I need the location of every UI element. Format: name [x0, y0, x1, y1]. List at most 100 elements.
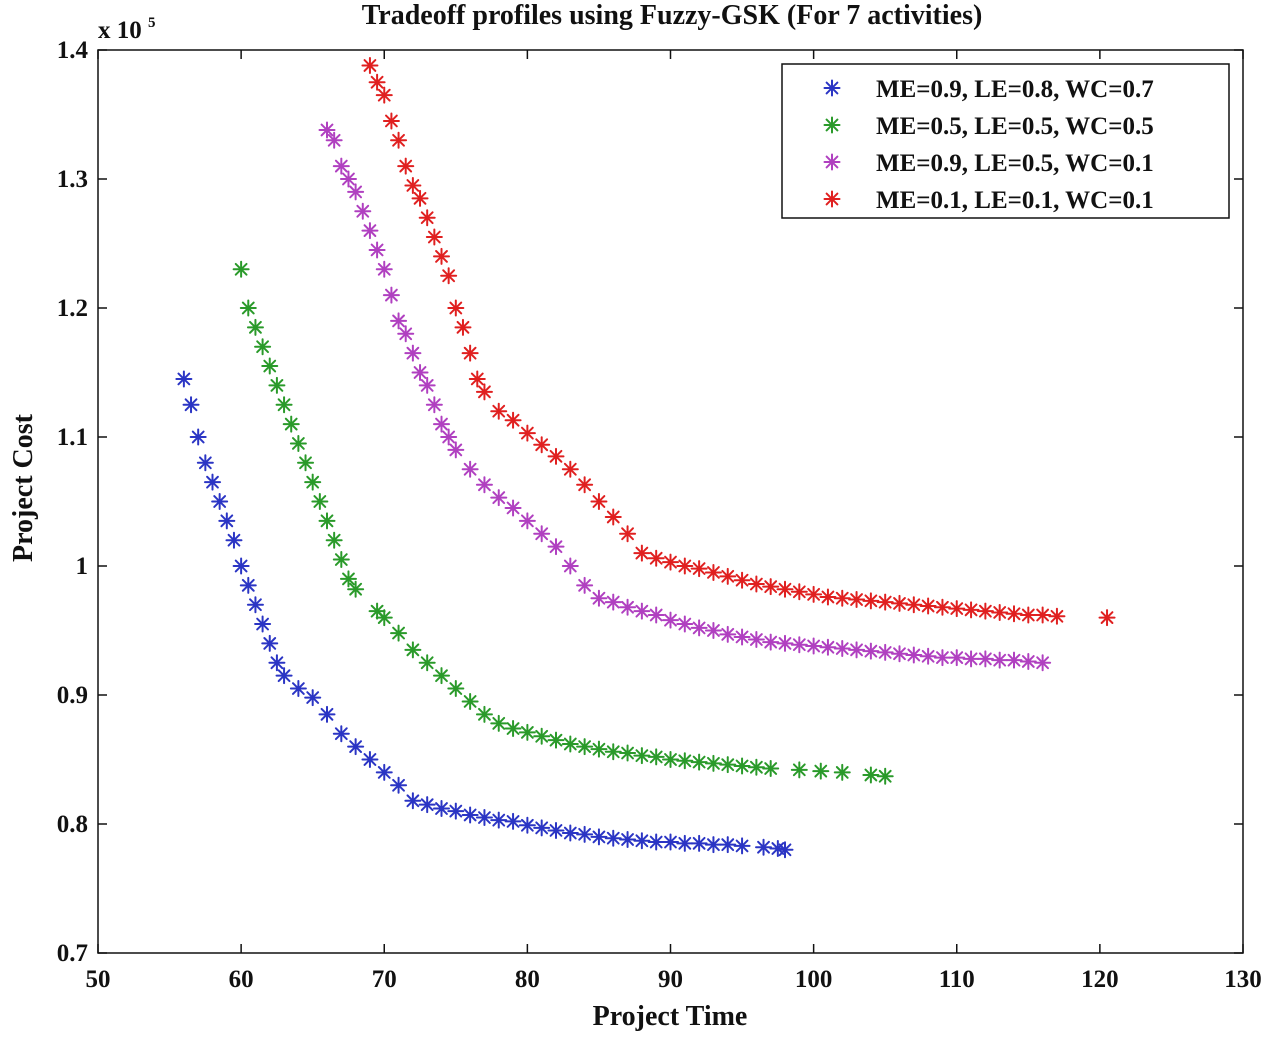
x-tick-label: 50: [86, 966, 111, 993]
legend-label: ME=0.9, LE=0.8, WC=0.7: [876, 76, 1154, 103]
data-point: [619, 598, 637, 616]
data-point: [447, 802, 465, 820]
data-point: [461, 344, 479, 362]
data-point: [819, 588, 837, 606]
data-point: [647, 606, 665, 624]
data-point: [275, 667, 293, 685]
data-point: [662, 751, 679, 768]
legend-label: ME=0.1, LE=0.1, WC=0.1: [876, 187, 1154, 214]
data-point: [919, 597, 937, 615]
data-point: [547, 447, 565, 465]
data-point: [447, 441, 465, 459]
data-point: [504, 499, 522, 517]
data-point: [819, 638, 837, 656]
data-point: [289, 434, 307, 452]
data-point: [390, 776, 408, 794]
data-point: [833, 763, 851, 781]
legend-marker: [823, 153, 841, 171]
data-point: [454, 318, 472, 336]
data-point: [647, 549, 665, 567]
data-point: [411, 189, 429, 207]
data-point: [518, 512, 536, 530]
y-tick-label: 1.2: [57, 295, 88, 322]
data-point: [704, 754, 722, 772]
x-axis-ticks: 50 60 70 80 90 100 110 120 130: [86, 50, 1262, 993]
data-point: [733, 837, 751, 855]
chart-title: Tradeoff profiles using Fuzzy-GSK (For 7…: [362, 0, 983, 31]
y-tick-label: 0.7: [57, 940, 88, 967]
data-point: [633, 544, 651, 562]
series-2: [232, 260, 894, 785]
data-point: [647, 833, 665, 851]
data-point: [719, 756, 737, 774]
data-point: [776, 841, 794, 859]
y-tick-label: 1.1: [57, 424, 88, 451]
data-point: [719, 567, 737, 585]
svg-text:x 10 5: x 10 5: [98, 15, 156, 44]
data-point: [891, 594, 908, 612]
legend-label: ME=0.5, LE=0.5, WC=0.5: [876, 113, 1154, 140]
data-point: [261, 357, 279, 375]
data-point: [848, 591, 866, 609]
data-point: [468, 370, 486, 388]
data-point: [318, 512, 336, 530]
data-point: [561, 824, 579, 842]
data-point: [347, 738, 365, 756]
data-point: [676, 557, 694, 575]
legend-box: [781, 63, 1230, 219]
data-point: [790, 761, 808, 779]
data-point: [891, 645, 908, 663]
data-point: [433, 415, 450, 433]
data-point: [733, 571, 751, 589]
data-point: [282, 415, 300, 433]
data-point: [254, 338, 272, 356]
data-point: [339, 570, 357, 588]
data-point: [590, 589, 608, 607]
data-point: [690, 834, 708, 852]
x-tick-label: 130: [1224, 966, 1262, 993]
legend-marker: [823, 116, 841, 134]
data-point: [490, 402, 508, 420]
data-point: [189, 428, 207, 446]
data-point: [604, 593, 622, 611]
data-point: [218, 512, 236, 530]
data-point: [425, 396, 443, 414]
data-point: [604, 829, 622, 847]
data-point: [404, 344, 422, 362]
data-point: [447, 299, 465, 317]
data-point: [490, 811, 508, 829]
data-point: [933, 649, 951, 667]
data-point: [676, 834, 694, 852]
data-point: [690, 753, 708, 771]
data-point: [440, 267, 458, 285]
series-4: [361, 56, 1116, 627]
data-point: [862, 766, 880, 784]
legend-item-1: ME=0.9, LE=0.8, WC=0.7: [823, 76, 1154, 103]
data-point: [676, 752, 694, 770]
data-point: [440, 428, 458, 446]
data-point: [490, 489, 508, 507]
y-multiplier-exponent: 5: [148, 15, 156, 31]
data-point: [805, 585, 823, 603]
data-point: [397, 325, 415, 343]
data-point: [547, 538, 565, 556]
x-tick-label: 120: [1081, 966, 1119, 993]
data-point: [354, 202, 372, 220]
data-point: [604, 508, 622, 526]
data-point: [204, 473, 221, 491]
data-point: [390, 312, 408, 330]
data-point: [232, 260, 250, 278]
data-point: [211, 493, 229, 510]
data-point: [318, 705, 336, 723]
data-point: [1005, 651, 1023, 669]
data-point: [533, 436, 551, 454]
data-point: [755, 838, 773, 856]
data-point: [1034, 654, 1052, 672]
data-point: [447, 680, 465, 698]
data-point: [461, 460, 479, 478]
series-layer: [175, 56, 1116, 859]
data-point: [518, 816, 536, 834]
data-point: [404, 792, 422, 810]
data-point: [776, 580, 794, 598]
